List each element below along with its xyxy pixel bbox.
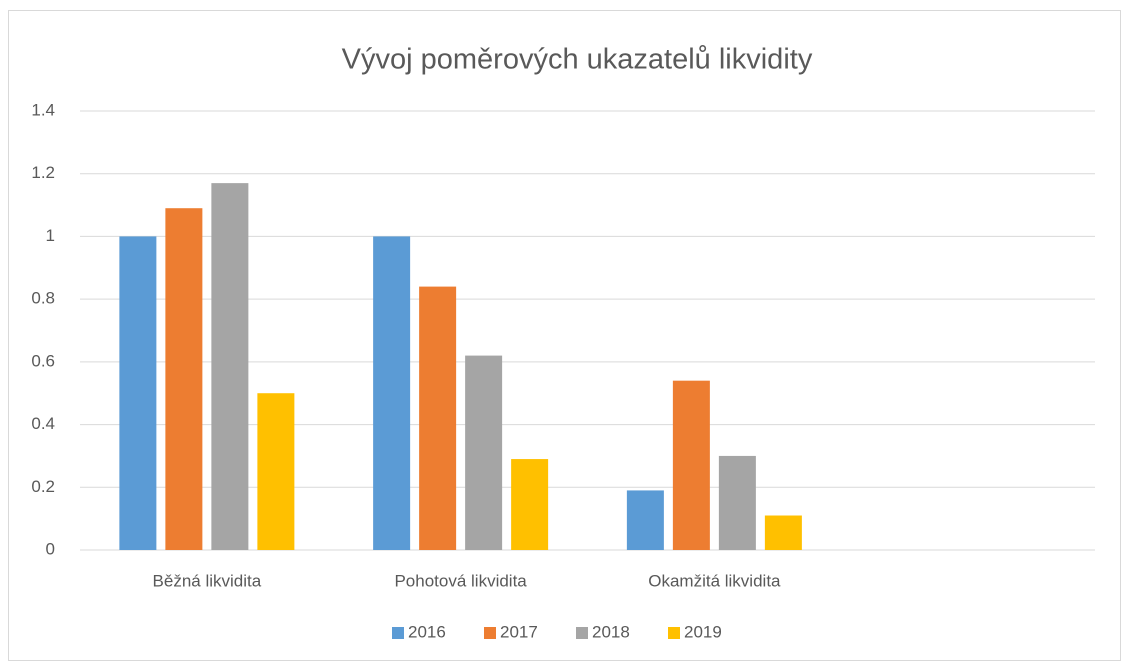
bar [119,236,157,550]
bar [373,236,411,550]
bar [718,455,756,550]
legend-swatch [576,627,588,639]
bar [257,393,295,550]
bar [672,380,710,550]
legend-swatch [484,627,496,639]
bar [626,490,664,550]
legend-label: 2018 [592,622,630,641]
legend-label: 2019 [684,622,722,641]
y-tick-label: 1 [46,226,55,245]
bar [419,286,457,550]
y-tick-label: 0.6 [31,351,55,370]
legend-swatch [668,627,680,639]
chart-title: Vývoj poměrových ukazatelů likvidity [342,44,813,76]
bar [511,459,549,550]
legend-label: 2016 [408,622,446,641]
x-tick-label: Běžná likvidita [153,571,262,590]
x-tick-label: Pohotová likvidita [394,571,527,590]
y-tick-label: 0.8 [31,289,55,308]
bar [211,183,249,550]
legend-label: 2017 [500,622,538,641]
y-tick-label: 0.2 [31,477,55,496]
bar [465,355,503,550]
legend-swatch [392,627,404,639]
bar [165,208,203,550]
y-tick-label: 1.4 [31,100,55,119]
y-tick-label: 1.2 [31,163,55,182]
y-tick-label: 0 [46,539,55,558]
y-tick-label: 0.4 [31,414,55,433]
x-tick-label: Okamžitá likvidita [648,571,781,590]
bar [764,515,802,550]
